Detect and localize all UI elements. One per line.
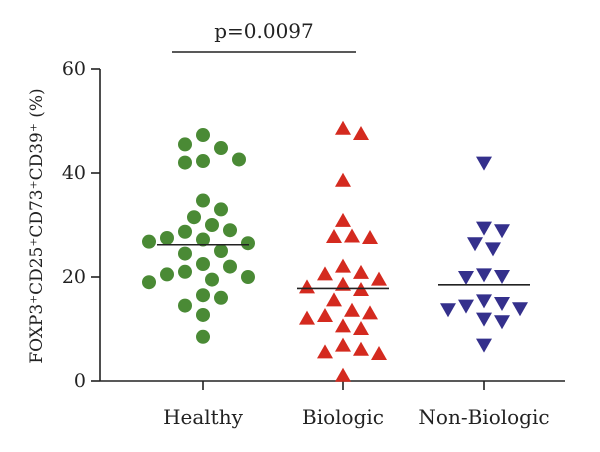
y-tick-label: 0	[74, 370, 86, 392]
data-point	[467, 237, 483, 252]
data-point	[205, 218, 219, 232]
data-point	[196, 154, 210, 169]
data-point	[299, 279, 315, 294]
data-point	[476, 268, 492, 283]
data-point	[362, 230, 378, 244]
data-point	[353, 126, 369, 140]
data-point	[299, 310, 315, 325]
data-point	[476, 156, 492, 171]
data-point	[317, 344, 333, 359]
data-point	[335, 337, 351, 352]
data-point	[458, 299, 474, 314]
data-point	[494, 224, 510, 239]
data-point	[196, 232, 210, 247]
data-point	[160, 231, 174, 245]
data-point	[335, 367, 351, 382]
data-point	[485, 242, 501, 257]
x-category-label: Biologic	[302, 405, 384, 429]
y-axis-title: FOXP3⁺CD25⁺CD73⁺CD39⁺ (%)	[27, 88, 47, 363]
data-point	[196, 257, 210, 271]
y-tick-label: 60	[62, 58, 86, 80]
data-point	[440, 303, 456, 318]
data-point	[335, 318, 351, 333]
data-point	[335, 276, 351, 291]
data-point	[196, 128, 210, 143]
data-point	[344, 302, 360, 317]
data-point	[362, 305, 378, 320]
data-point	[326, 292, 342, 307]
data-point	[326, 228, 342, 243]
data-point	[512, 302, 528, 317]
data-point	[335, 212, 351, 227]
data-point	[353, 321, 369, 335]
data-point	[371, 345, 387, 360]
data-point	[196, 307, 210, 322]
data-point	[196, 193, 210, 208]
y-tick-label: 40	[62, 162, 86, 184]
data-point	[494, 315, 510, 330]
data-point	[494, 269, 510, 284]
data-point	[178, 264, 192, 279]
data-point	[476, 338, 492, 353]
data-point	[214, 244, 228, 258]
data-point	[371, 271, 387, 286]
data-point	[335, 258, 351, 273]
data-point	[214, 141, 228, 156]
data-point	[187, 210, 201, 225]
data-point	[317, 266, 333, 281]
data-point	[214, 290, 228, 305]
data-point	[205, 272, 219, 287]
data-point	[223, 259, 237, 274]
data-point	[142, 275, 156, 290]
data-point	[476, 312, 492, 327]
significance-bracket: p=0.0097	[172, 19, 356, 53]
data-point	[196, 329, 210, 344]
data-point	[353, 264, 369, 279]
data-point	[494, 297, 510, 311]
data-point	[335, 120, 351, 135]
data-point	[232, 152, 246, 167]
x-category-label: Healthy	[163, 405, 244, 429]
y-tick-label: 20	[62, 266, 86, 288]
data-point	[353, 341, 369, 356]
data-point	[160, 267, 174, 282]
data-point	[223, 223, 237, 238]
data-point	[178, 155, 192, 170]
data-point	[335, 172, 351, 187]
data-point	[476, 294, 492, 309]
data-point	[178, 224, 192, 239]
data-point	[178, 246, 192, 261]
data-point	[458, 271, 474, 285]
data-point	[214, 202, 228, 217]
data-point	[178, 137, 192, 152]
data-point	[241, 236, 255, 251]
data-point	[178, 298, 192, 313]
data-point	[344, 228, 360, 243]
plot-area	[142, 120, 530, 382]
data-point	[241, 270, 255, 284]
data-point	[142, 234, 156, 249]
data-point	[317, 308, 333, 322]
x-category-label: Non-Biologic	[418, 405, 549, 429]
axes: 0 20 40 60 Healthy Biologic Non-Biologic	[62, 58, 565, 429]
p-value-label: p=0.0097	[214, 19, 314, 43]
data-point	[196, 288, 210, 303]
data-point	[476, 221, 492, 236]
